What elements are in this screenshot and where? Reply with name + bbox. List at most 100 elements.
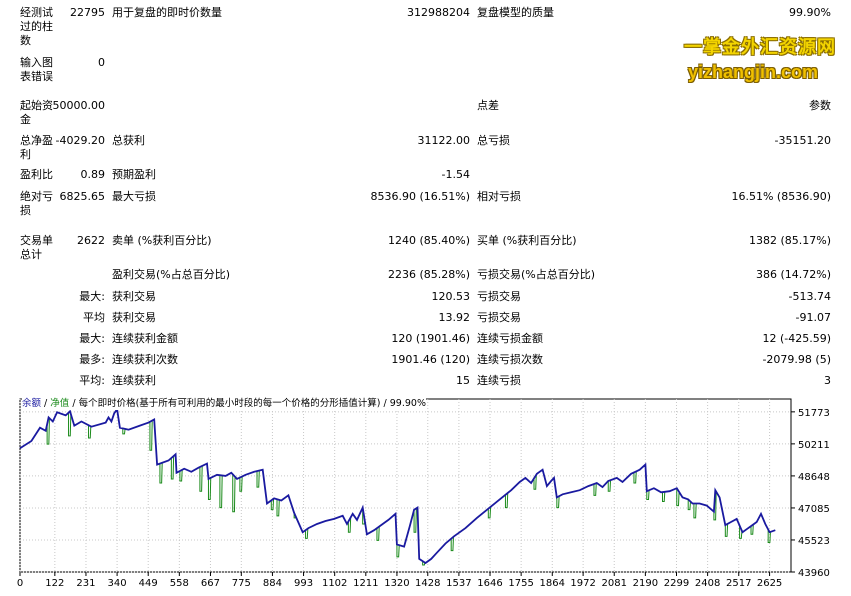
stat-label2-pf: 预期盈利 bbox=[112, 168, 156, 181]
x-tick-label: 2190 bbox=[633, 578, 658, 589]
stat-value-bars: 22795 bbox=[70, 6, 105, 19]
x-tick-label: 1102 bbox=[322, 578, 347, 589]
stat-value3-net: -35151.20 bbox=[774, 134, 831, 147]
stat-label2-profit_trades: 盈利交易(%占总百分比) bbox=[112, 268, 231, 281]
stat-value2-net: 31122.00 bbox=[417, 134, 471, 147]
y-tick-label: 51773 bbox=[798, 408, 830, 419]
stat-label3-largest: 亏损交易 bbox=[477, 290, 521, 303]
balance-series bbox=[19, 406, 776, 565]
stat-value3-dd: 16.51% (8536.90) bbox=[731, 190, 831, 203]
x-tick-label: 449 bbox=[139, 578, 158, 589]
stat-value3-bars: 99.90% bbox=[789, 6, 831, 19]
x-tick-label: 0 bbox=[17, 578, 23, 589]
x-tick-label: 2408 bbox=[695, 578, 720, 589]
x-tick-label: 1320 bbox=[384, 578, 409, 589]
stat-label-pf: 盈利比 bbox=[20, 168, 53, 181]
stat-value3-largest: -513.74 bbox=[788, 290, 831, 303]
stat-label2-largest: 获利交易 bbox=[112, 290, 156, 303]
x-tick-label: 231 bbox=[76, 578, 95, 589]
x-tick-label: 667 bbox=[201, 578, 220, 589]
stat-value3-deposit: 参数 bbox=[809, 99, 831, 112]
stat-value2-bars: 312988204 bbox=[407, 6, 470, 19]
stat-value-dd: 6825.65 bbox=[59, 190, 106, 203]
y-tick-label: 47085 bbox=[798, 504, 830, 515]
x-tick-label: 1755 bbox=[508, 578, 533, 589]
x-tick-label: 1864 bbox=[540, 578, 565, 589]
x-tick-label: 993 bbox=[294, 578, 313, 589]
stat-value-net: -4029.20 bbox=[55, 134, 105, 147]
stat-label3-max_consec: 连续亏损金额 bbox=[477, 332, 543, 345]
x-tick-label: 558 bbox=[170, 578, 189, 589]
x-tick-label: 1972 bbox=[570, 578, 595, 589]
stat-value2-trades: 1240 (85.40%) bbox=[387, 234, 470, 247]
stat-label-dd: 绝对亏损 bbox=[20, 190, 53, 217]
stat-label3-profit_trades: 亏损交易(%占总百分比) bbox=[477, 268, 596, 281]
stat-value-max_consec: 最大: bbox=[79, 332, 105, 345]
stat-value2-maximal_consec: 1901.46 (120) bbox=[391, 353, 470, 366]
stat-value-errors: 0 bbox=[98, 56, 105, 69]
stat-value-deposit: 50000.00 bbox=[52, 99, 106, 112]
stat-value3-average: -91.07 bbox=[795, 311, 831, 324]
stat-value2-dd: 8536.90 (16.51%) bbox=[370, 190, 470, 203]
legend-equity: 净值 bbox=[50, 398, 70, 409]
legend-balance: 余额 bbox=[22, 398, 42, 409]
x-tick-label: 1537 bbox=[446, 578, 471, 589]
stat-label-net: 总净盈利 bbox=[20, 134, 53, 161]
stat-label3-average: 亏损交易 bbox=[477, 311, 521, 324]
stat-label3-net: 总亏损 bbox=[477, 134, 510, 147]
stat-value-pf: 0.89 bbox=[80, 168, 106, 181]
stat-value3-maximal_consec: -2079.98 (5) bbox=[762, 353, 831, 366]
x-tick-label: 2299 bbox=[664, 578, 689, 589]
y-tick-label: 50211 bbox=[798, 440, 830, 451]
stat-label2-max_consec: 连续获利金额 bbox=[112, 332, 178, 345]
balance-chart: 51773 50211 48648 47085 45523 43960 0 122 231 340… bbox=[17, 398, 830, 589]
x-tick-label: 2625 bbox=[757, 578, 782, 589]
stat-value2-max_consec: 120 (1901.46) bbox=[391, 332, 470, 345]
x-tick-label: 1211 bbox=[353, 578, 378, 589]
stat-value3-profit_trades: 386 (14.72%) bbox=[755, 268, 831, 281]
stat-value2-pf: -1.54 bbox=[441, 168, 470, 181]
chart-quality: 99.90% bbox=[389, 398, 426, 409]
stat-value-trades: 2622 bbox=[77, 234, 105, 247]
stat-value-maximal_consec: 最多: bbox=[79, 353, 105, 366]
x-tick-label: 2081 bbox=[602, 578, 627, 589]
y-tick-label: 43960 bbox=[798, 568, 830, 579]
plot-area bbox=[19, 398, 792, 573]
watermark-url: yizhangjin.com bbox=[688, 62, 819, 82]
x-tick-label: 2517 bbox=[726, 578, 751, 589]
stat-label3-bars: 复盘模型的质量 bbox=[477, 6, 554, 19]
stat-label-deposit: 起始资金 bbox=[20, 99, 53, 126]
chart-legend: 余额 / 净值 / 每个即时价格(基于所有可利用的最小时段的每一个价格的分形插值… bbox=[22, 398, 426, 410]
stat-label2-avg_consec: 连续获利 bbox=[112, 374, 156, 387]
stat-value3-trades: 1382 (85.17%) bbox=[748, 234, 831, 247]
stat-label-errors: 输入图表错误 bbox=[20, 56, 53, 83]
stat-label2-maximal_consec: 连续获利次数 bbox=[112, 353, 178, 366]
y-tick-label: 48648 bbox=[798, 472, 830, 483]
watermark-cn: 一掌金外汇资源网 bbox=[684, 37, 836, 58]
x-tick-label: 340 bbox=[108, 578, 127, 589]
x-tick-label: 775 bbox=[232, 578, 251, 589]
stat-value3-max_consec: 12 (-425.59) bbox=[762, 332, 831, 345]
x-tick-label: 884 bbox=[263, 578, 282, 589]
stat-label2-bars: 用于复盘的即时价数量 bbox=[112, 6, 222, 19]
stat-label2-dd: 最大亏损 bbox=[112, 190, 156, 203]
stat-value-avg_consec: 平均: bbox=[79, 374, 105, 387]
y-tick-label: 45523 bbox=[798, 536, 830, 547]
stat-value3-avg_consec: 3 bbox=[824, 374, 831, 387]
chart-title: 每个即时价格(基于所有可利用的最小时段的每一个价格的分形插值计算) bbox=[78, 398, 381, 409]
stat-value-average: 平均 bbox=[83, 311, 105, 324]
stat-label3-trades: 买单 (%获利百分比) bbox=[477, 234, 577, 247]
stat-label2-net: 总获利 bbox=[112, 134, 145, 147]
x-tick-label: 1646 bbox=[477, 578, 502, 589]
stat-value-largest: 最大: bbox=[79, 290, 105, 303]
stat-label3-dd: 相对亏损 bbox=[477, 190, 521, 203]
stat-label3-avg_consec: 连续亏损 bbox=[477, 374, 521, 387]
stat-label2-average: 获利交易 bbox=[112, 311, 156, 324]
x-tick-label: 1428 bbox=[415, 578, 440, 589]
stat-label2-trades: 卖单 (%获利百分比) bbox=[112, 234, 212, 247]
stat-value2-average: 13.92 bbox=[438, 311, 471, 324]
stat-value2-avg_consec: 15 bbox=[456, 374, 470, 387]
stat-value2-largest: 120.53 bbox=[431, 290, 471, 303]
equity-series bbox=[46, 412, 771, 566]
stat-value2-profit_trades: 2236 (85.28%) bbox=[387, 268, 470, 281]
